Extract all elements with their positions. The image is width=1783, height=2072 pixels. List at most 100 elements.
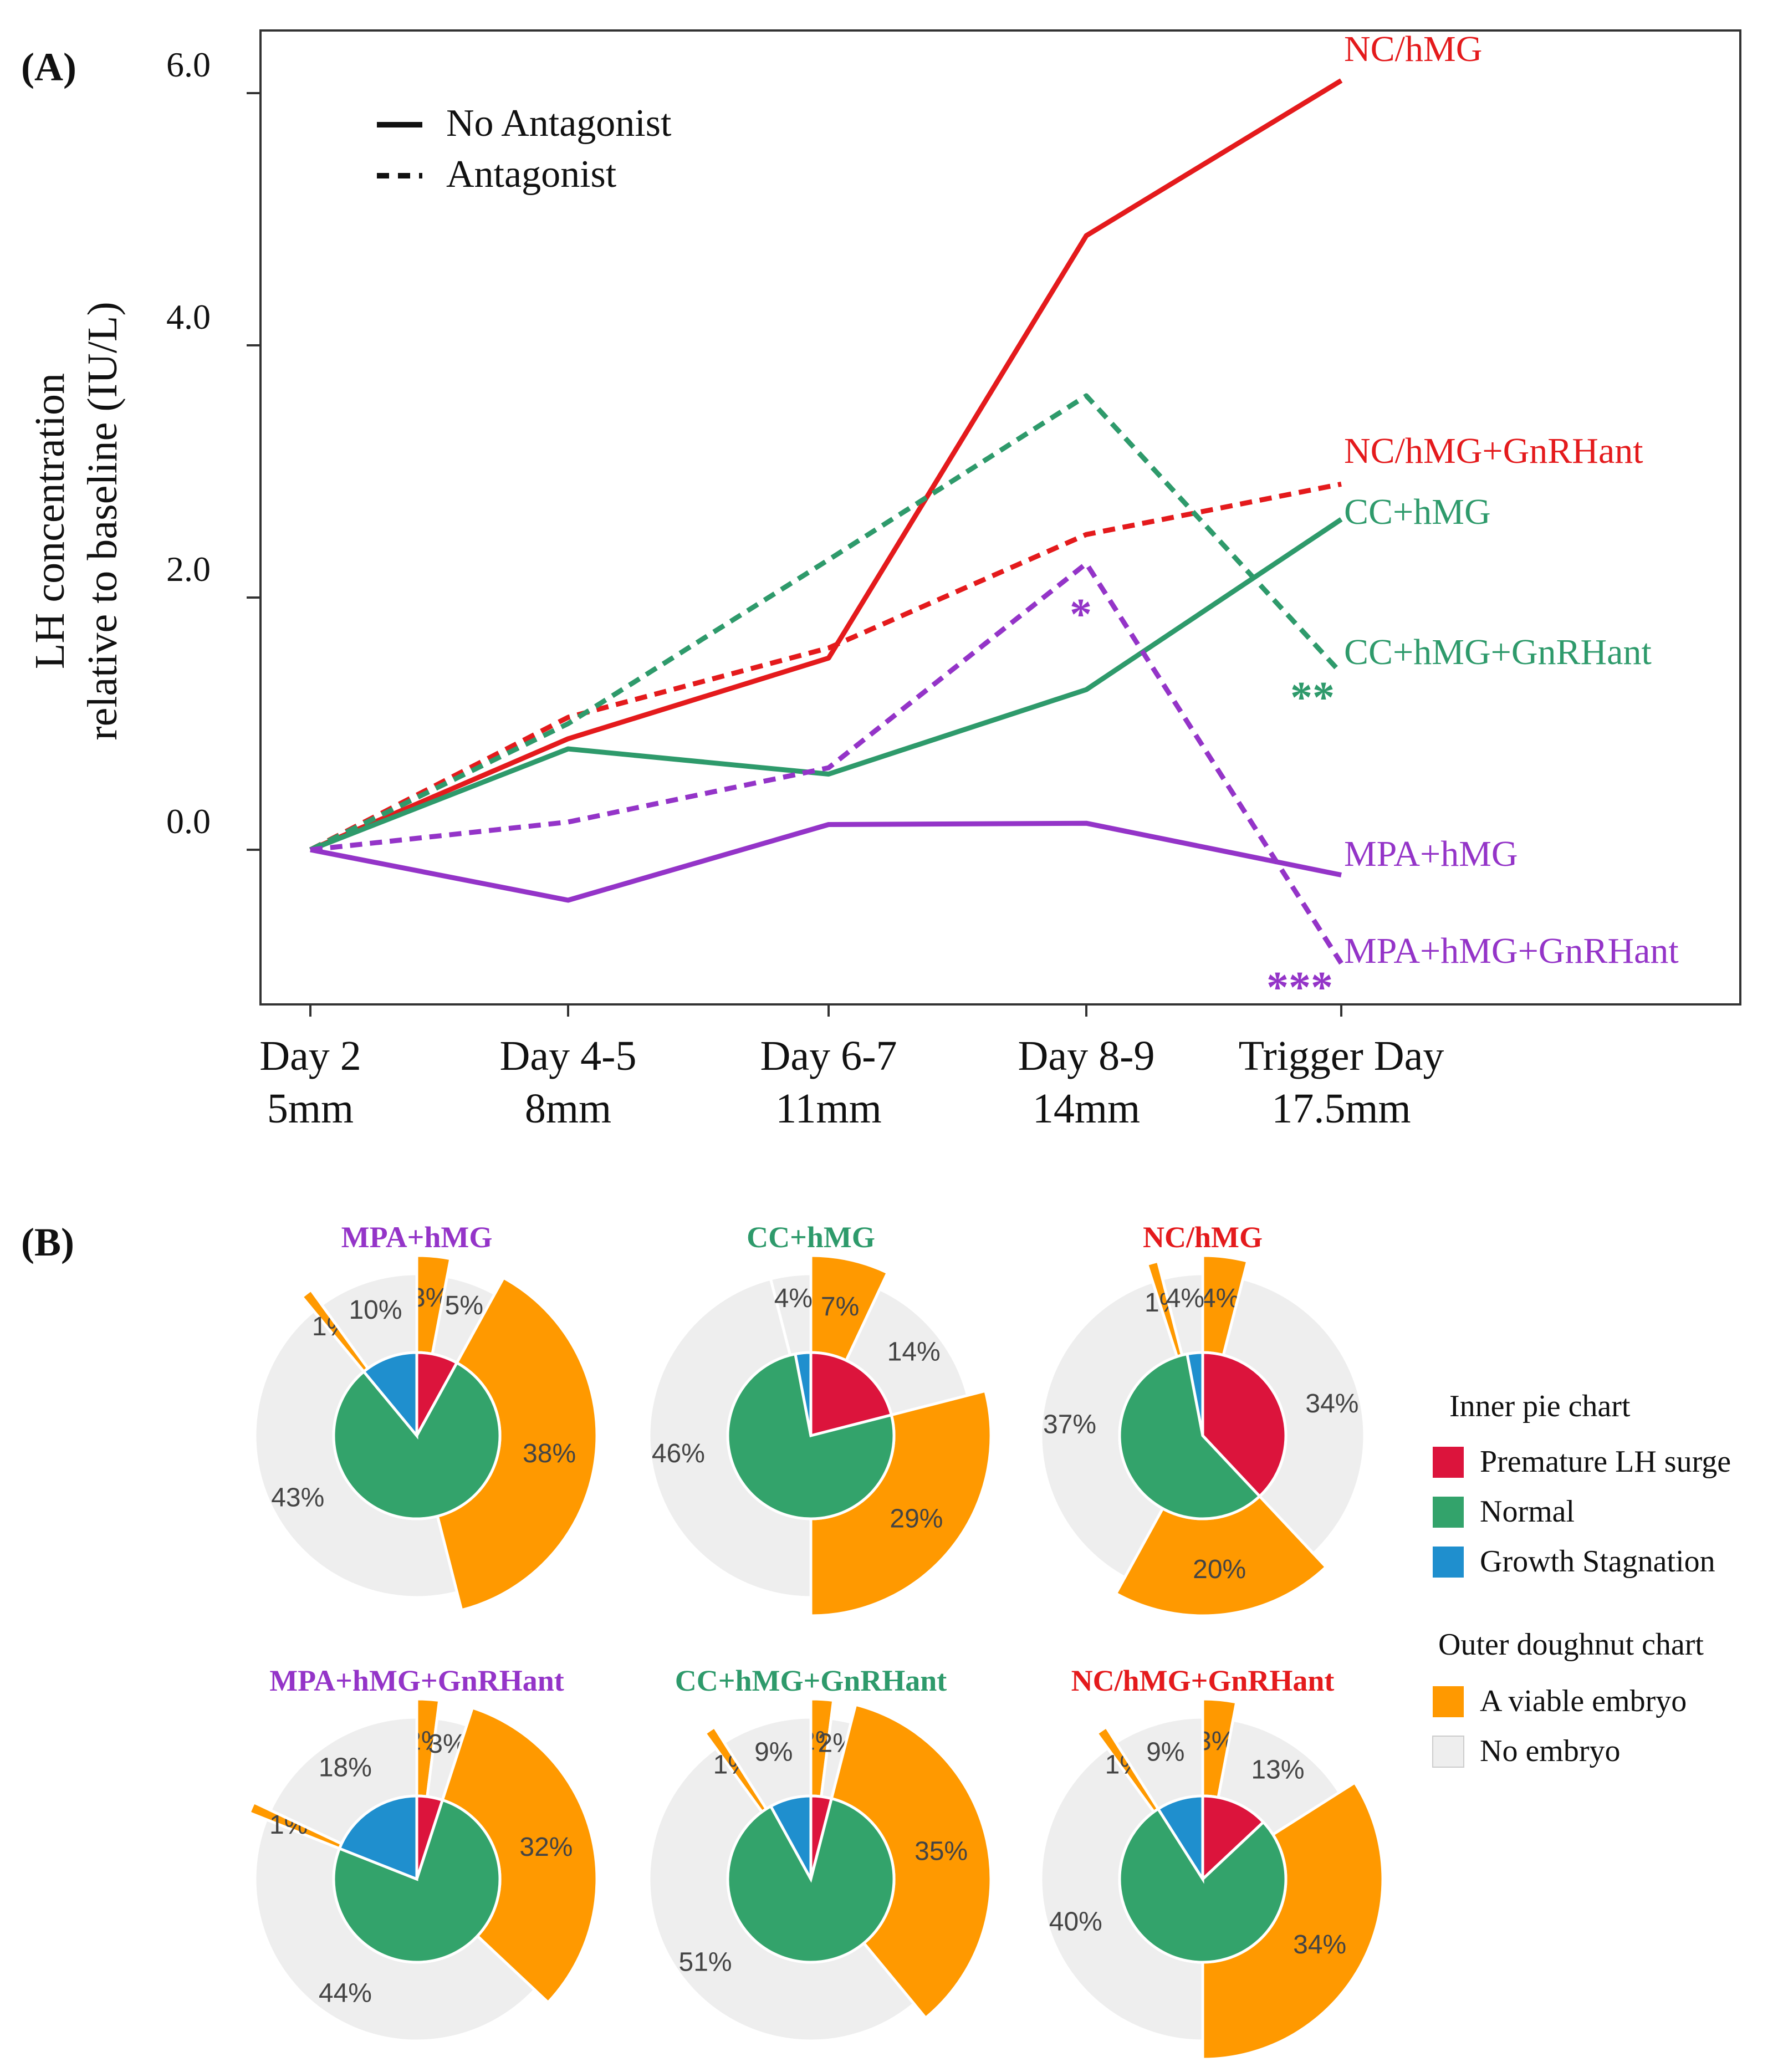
inner-slice-nc-hmg-gnrhant-normal (1118, 1806, 1288, 1964)
y-tick-label-2: 4.0 (166, 297, 211, 336)
outer-label-nc-hmg-gnrhant-5: 9% (1146, 1738, 1184, 1767)
outer-label-cc-hmg-0: 7% (821, 1292, 859, 1321)
y-tick-label-1: 2.0 (166, 549, 211, 589)
legend-label-no-antagonist: No Antagonist (446, 102, 672, 145)
inner-legend-swatch-normal (1433, 1497, 1464, 1528)
inner-legend-title: Inner pie chart (1449, 1389, 1631, 1423)
outer-label-mpa-hmg-2: 38% (523, 1439, 576, 1468)
inner-slice-nc-hmg-gnrhant-premature (1201, 1794, 1265, 1882)
plot-frame (259, 29, 1741, 1006)
panel-b-pie-charts: (B) MPA+hMG3%5%38%43%1%10%CC+hMG7%14%29%4… (21, 1220, 1731, 2061)
series-end-label-mpa-hmg-gnrhant: MPA+hMG+GnRHant (1344, 931, 1679, 971)
significance-marker-1: * (1070, 590, 1092, 639)
outer-label-mpa-hmg-gnrhant-5: 18% (319, 1753, 372, 1783)
series-line-cc-hmg-gnrhant (309, 393, 1343, 853)
y-tick-label-3: 6.0 (166, 45, 211, 84)
outer-label-mpa-hmg-5: 10% (349, 1295, 402, 1325)
outer-label-nc-hmg-0: 4% (1201, 1284, 1239, 1313)
outer-label-nc-hmg-2: 20% (1193, 1555, 1246, 1584)
series-end-label-cc-hmg-gnrhant: CC+hMG+GnRHant (1344, 632, 1652, 672)
inner-slice-nc-hmg-stagnation (1185, 1351, 1204, 1436)
series-end-label-nc-hmg: NC/hMG (1344, 29, 1482, 69)
inner-slice-cc-hmg-gnrhant-normal (726, 1797, 896, 1964)
y-axis-label-line-2: relative to baseline (IU/L) (79, 302, 126, 740)
pie-title-nc-hmg: NC/hMG (1143, 1221, 1263, 1254)
x-tick-label-day-2: Day 2 (259, 1033, 361, 1079)
pie-title-nc-hmg-gnrhant: NC/hMG+GnRHant (1071, 1664, 1335, 1697)
outer-label-cc-hmg-gnrhant-3: 51% (679, 1948, 732, 1977)
outer-label-cc-hmg-gnrhant-2: 35% (915, 1836, 968, 1866)
outer-label-mpa-hmg-gnrhant-3: 44% (319, 1978, 372, 2008)
series-end-label-nc-hmg-gnrhant: NC/hMG+GnRHant (1344, 431, 1643, 471)
outer-label-nc-hmg-gnrhant-3: 40% (1049, 1907, 1102, 1936)
series-end-label-mpa-hmg: MPA+hMG (1344, 834, 1518, 874)
inner-slice-cc-hmg-normal (726, 1352, 896, 1520)
x-tick-label-day-8-9: Day 8-9 (1018, 1033, 1155, 1079)
outer-label-nc-hmg-1: 34% (1305, 1389, 1358, 1418)
pie-group-cc-hmg: CC+hMG 7% 14% 29% 46% 4% (647, 1221, 993, 1617)
outer-label-cc-hmg-3: 46% (652, 1439, 705, 1468)
y-axis-label-line-1: LH concentration (27, 373, 73, 669)
outer-label-mpa-hmg-gnrhant-2: 32% (519, 1833, 573, 1862)
panel-a-line-chart: (A) 0.0 2.0 4.0 6.0 LH concentration relative … (21, 29, 1741, 1132)
inner-slice-nc-hmg-gnrhant-stagnation (1156, 1794, 1204, 1884)
inner-legend-swatch-premature-lh-surge (1433, 1447, 1464, 1478)
x-tick-sublabel-trigger-day: 17.5mm (1271, 1085, 1411, 1132)
y-tick-label-0: 0.0 (166, 802, 211, 841)
x-tick-sublabel-day-4-5: 8mm (525, 1085, 611, 1132)
outer-legend-title: Outer doughnut chart (1438, 1627, 1704, 1662)
series-line-nc-hmg-gnrhant (309, 481, 1342, 853)
inner-slice-mpa-hmg-normal (332, 1361, 502, 1520)
x-tick-label-trigger-day: Trigger Day (1239, 1033, 1444, 1079)
x-tick-sublabel-day-2: 5mm (267, 1085, 354, 1132)
x-tick-label-day-4-5: Day 4-5 (500, 1033, 637, 1079)
panel-a-label: (A) (21, 45, 76, 89)
outer-label-cc-hmg-1: 14% (887, 1337, 941, 1366)
series-end-label-cc-hmg: CC+hMG (1344, 492, 1491, 532)
inner-slice-mpa-hmg-gnrhant-stagnation (338, 1794, 418, 1881)
inner-slice-nc-hmg-normal (1118, 1352, 1262, 1520)
series-line-mpa-hmg-gnrhant (310, 561, 1343, 965)
outer-legend-swatch-a-viable-embryo (1433, 1686, 1464, 1717)
inner-slice-nc-hmg-premature (1201, 1351, 1288, 1498)
series-line-mpa-hmg (310, 820, 1342, 903)
series-line-cc-hmg (309, 517, 1343, 853)
inner-legend-label-premature-lh-surge: Premature LH surge (1480, 1445, 1731, 1479)
pie-title-cc-hmg-gnrhant: CC+hMG+GnRHant (675, 1664, 947, 1697)
outer-label-mpa-hmg-3: 43% (271, 1483, 324, 1512)
inner-legend-label-normal: Normal (1480, 1494, 1575, 1529)
inner-legend-label-growth-stagnation: Growth Stagnation (1480, 1544, 1715, 1579)
inner-legend-swatch-growth-stagnation (1433, 1547, 1464, 1578)
pie-legend: Inner pie chart Premature LH surge Normal G… (1432, 1389, 1731, 1768)
pie-title-mpa-hmg-gnrhant: MPA+hMG+GnRHant (269, 1664, 564, 1697)
x-tick-label-day-6-7: Day 6-7 (760, 1033, 897, 1079)
outer-label-nc-hmg-gnrhant-1: 13% (1251, 1755, 1304, 1785)
legend-label-antagonist: Antagonist (446, 153, 617, 196)
outer-label-mpa-hmg-1: 5% (445, 1291, 483, 1320)
significance-marker-3: *** (1266, 963, 1333, 1012)
outer-label-nc-hmg-gnrhant-2: 34% (1293, 1930, 1346, 1959)
outer-legend-label-a-viable-embryo: A viable embryo (1480, 1684, 1687, 1718)
significance-marker-2: ** (1290, 673, 1335, 722)
inner-slice-cc-hmg-gnrhant-stagnation (769, 1794, 813, 1880)
outer-label-cc-hmg-2: 29% (890, 1504, 943, 1534)
outer-label-nc-hmg-5: 4% (1166, 1284, 1204, 1313)
outer-label-cc-hmg-gnrhant-5: 9% (754, 1738, 793, 1767)
inner-slice-cc-hmg-stagnation (793, 1351, 813, 1436)
panel-b-label: (B) (21, 1220, 74, 1264)
outer-label-cc-hmg-4: 4% (774, 1284, 813, 1313)
series-line-nc-hmg (309, 78, 1343, 853)
outer-label-nc-hmg-3: 37% (1043, 1410, 1096, 1439)
outer-legend-label-no-embryo: No embryo (1480, 1734, 1621, 1768)
inner-slice-mpa-hmg-gnrhant-normal (332, 1798, 502, 1964)
outer-legend-swatch-no-embryo (1432, 1736, 1464, 1768)
y-axis-label: LH concentration relative to baseline (IU… (27, 302, 126, 740)
pie-title-cc-hmg: CC+hMG (747, 1221, 875, 1254)
pie-title-mpa-hmg: MPA+hMG (341, 1221, 493, 1254)
